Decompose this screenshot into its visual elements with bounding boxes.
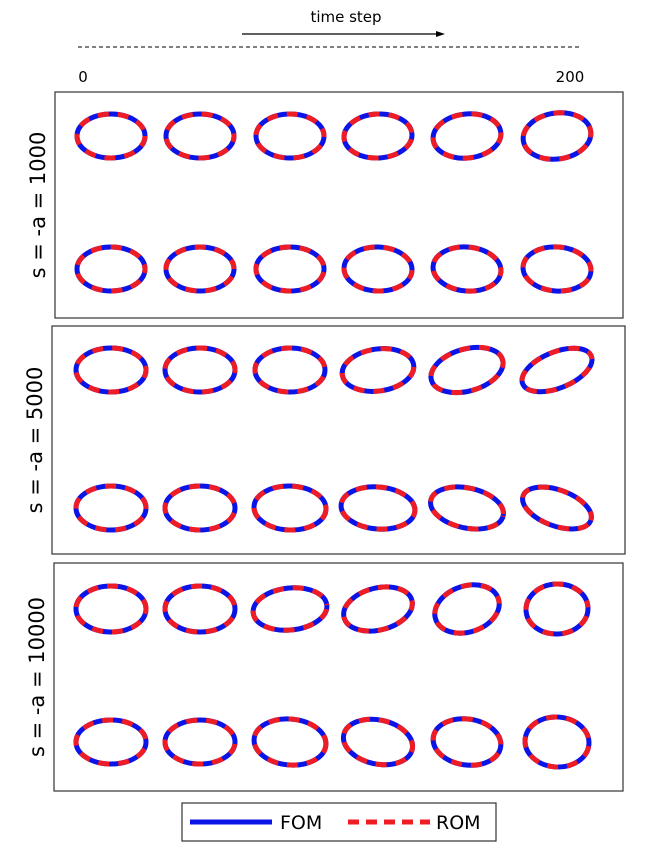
snapshot-ring	[251, 483, 329, 533]
rom-ring	[163, 111, 237, 161]
snapshot-ring	[73, 717, 149, 767]
rom-ring	[252, 345, 328, 395]
rom-ring	[522, 714, 592, 770]
start-tick-label: 0	[78, 68, 88, 86]
snapshot-ring	[73, 583, 149, 635]
rom-ring	[162, 717, 238, 767]
rom-ring	[73, 717, 149, 767]
snapshot-ring	[252, 345, 328, 395]
rom-ring	[74, 111, 148, 161]
rom-ring	[519, 345, 595, 395]
snapshot-ring	[162, 483, 238, 533]
rom-ring	[253, 244, 327, 294]
rom-ring	[162, 583, 238, 635]
rom-ring	[339, 346, 417, 394]
panel-2-rings	[73, 344, 595, 533]
rom-ring	[341, 244, 415, 294]
snapshot-ring	[520, 484, 594, 532]
snapshot-ring	[341, 244, 415, 294]
rom-ring	[250, 585, 330, 633]
legend: FOM ROM	[181, 802, 497, 842]
rom-ring	[428, 344, 506, 396]
panel-1-frame	[54, 91, 624, 319]
snapshot-ring	[430, 111, 504, 161]
snapshot-ring	[162, 717, 238, 767]
snapshot-ring	[163, 244, 237, 294]
rom-ring	[74, 244, 148, 294]
rom-ring	[432, 582, 502, 636]
snapshot-ring	[428, 344, 506, 396]
rom-ring	[73, 345, 149, 395]
time-arrow	[242, 31, 445, 37]
panel-2-frame	[51, 325, 626, 555]
snapshot-ring	[251, 716, 329, 768]
rom-ring	[520, 110, 594, 162]
snapshot-ring	[520, 244, 594, 294]
snapshot-ring	[74, 111, 148, 161]
rom-ring	[73, 583, 149, 635]
panel-2-label: s = -a = 5000	[23, 367, 47, 514]
panel-1-label: s = -a = 1000	[26, 132, 50, 279]
snapshot-ring	[253, 111, 327, 161]
snapshot-ring	[341, 584, 415, 634]
snapshot-ring	[73, 483, 149, 533]
snapshot-ring	[340, 716, 416, 768]
rom-ring	[523, 581, 591, 637]
snapshot-ring	[338, 484, 418, 532]
panel-1-rings	[74, 110, 594, 294]
snapshot-ring	[162, 345, 238, 395]
rom-ring	[73, 483, 149, 533]
legend-fom-label: FOM	[280, 812, 322, 834]
snapshot-ring	[520, 110, 594, 162]
snapshot-ring	[74, 244, 148, 294]
snapshot-ring	[430, 716, 504, 768]
snapshot-ring	[253, 244, 327, 294]
rom-ring	[430, 244, 504, 294]
rom-ring	[340, 716, 416, 768]
rom-ring	[163, 244, 237, 294]
snapshot-ring	[523, 581, 591, 637]
snapshot-ring	[341, 111, 415, 161]
panel-2: s = -a = 5000	[23, 325, 626, 555]
end-tick-label: 200	[556, 68, 585, 86]
snapshot-ring	[339, 346, 417, 394]
snapshot-ring	[250, 585, 330, 633]
snapshot-ring	[432, 582, 502, 636]
rom-ring	[251, 483, 329, 533]
snapshot-ring	[73, 345, 149, 395]
panel-3-rings	[73, 581, 592, 770]
snapshot-ring	[428, 484, 506, 532]
rom-ring	[341, 111, 415, 161]
panel-3-frame	[53, 562, 624, 792]
panel-3-label: s = -a = 10000	[25, 597, 49, 757]
rom-ring	[428, 484, 506, 532]
snapshot-ring	[430, 244, 504, 294]
snapshot-ring	[519, 345, 595, 395]
time-step-label: time step	[310, 8, 381, 26]
snapshot-ring	[162, 583, 238, 635]
rom-ring	[430, 716, 504, 768]
rom-ring	[253, 111, 327, 161]
rom-ring	[338, 484, 418, 532]
legend-rom-label: ROM	[436, 812, 481, 834]
rom-ring	[162, 483, 238, 533]
panel-1: s = -a = 1000	[26, 91, 624, 319]
panel-3: s = -a = 10000	[25, 562, 624, 792]
rom-ring	[251, 716, 329, 768]
rom-ring	[162, 345, 238, 395]
snapshot-ring	[522, 714, 592, 770]
snapshot-ring	[163, 111, 237, 161]
